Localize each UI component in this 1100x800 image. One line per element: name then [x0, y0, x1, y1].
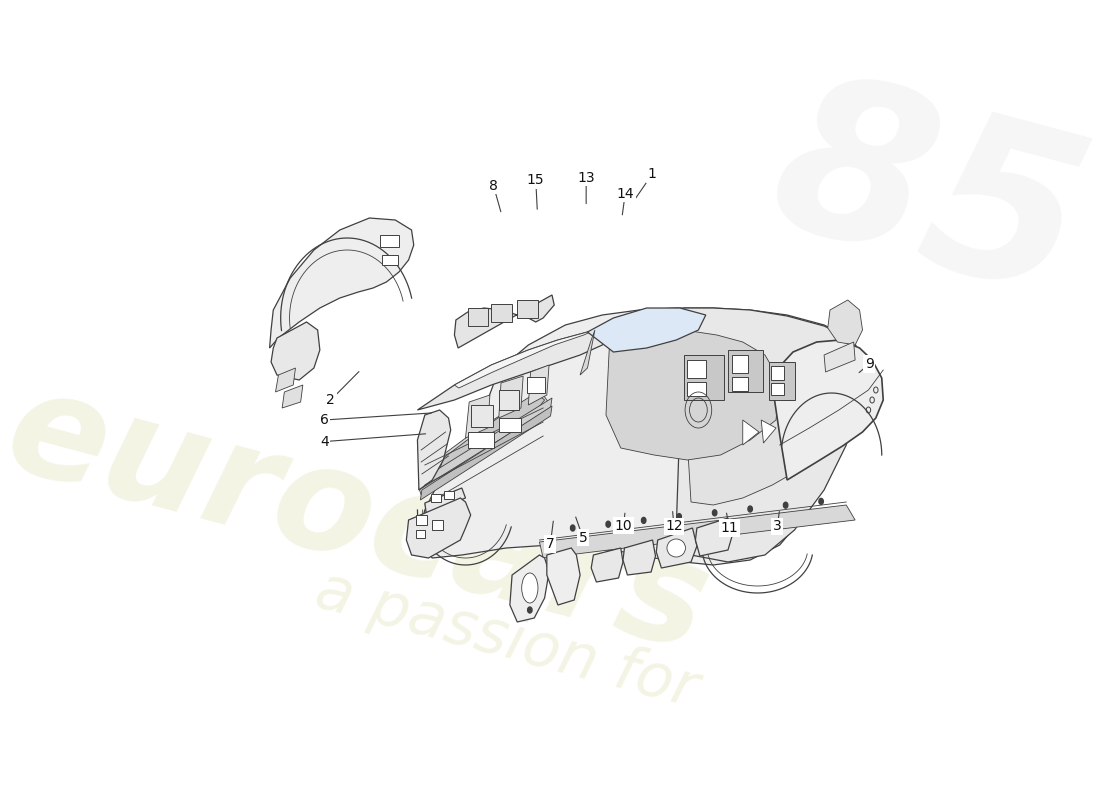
- Polygon shape: [425, 488, 465, 514]
- Bar: [416, 515, 427, 525]
- Polygon shape: [580, 330, 595, 375]
- Polygon shape: [773, 340, 883, 480]
- Bar: [432, 520, 443, 530]
- Polygon shape: [828, 300, 862, 345]
- Bar: [769, 362, 795, 400]
- Bar: [468, 432, 494, 448]
- Text: 85: 85: [750, 57, 1100, 343]
- Polygon shape: [528, 365, 549, 405]
- Ellipse shape: [521, 573, 538, 603]
- Polygon shape: [419, 395, 550, 495]
- Text: 2: 2: [327, 393, 336, 407]
- Text: eurocars: eurocars: [0, 359, 724, 681]
- Polygon shape: [417, 328, 617, 410]
- Circle shape: [641, 518, 646, 523]
- Polygon shape: [587, 308, 706, 352]
- Text: 7: 7: [546, 537, 554, 551]
- Polygon shape: [547, 548, 580, 605]
- Bar: [771, 366, 784, 380]
- Bar: [728, 350, 763, 392]
- Circle shape: [676, 514, 681, 520]
- Polygon shape: [539, 505, 855, 558]
- Text: 4: 4: [320, 434, 329, 449]
- Circle shape: [818, 498, 823, 504]
- Text: 10: 10: [615, 518, 632, 533]
- Polygon shape: [683, 360, 854, 505]
- Text: 11: 11: [720, 521, 738, 535]
- Circle shape: [571, 525, 575, 531]
- Bar: [468, 308, 488, 326]
- Text: a passion for: a passion for: [308, 561, 704, 719]
- Polygon shape: [275, 368, 296, 392]
- Polygon shape: [271, 322, 320, 380]
- Text: 8: 8: [490, 178, 498, 193]
- Polygon shape: [283, 385, 302, 408]
- Bar: [688, 382, 706, 396]
- Polygon shape: [406, 498, 471, 558]
- Polygon shape: [761, 420, 776, 443]
- Bar: [471, 405, 493, 427]
- Circle shape: [528, 607, 532, 613]
- Polygon shape: [824, 342, 855, 372]
- Polygon shape: [454, 325, 609, 388]
- Text: 15: 15: [527, 173, 544, 187]
- Circle shape: [606, 522, 610, 527]
- Text: 5: 5: [579, 530, 587, 545]
- Polygon shape: [676, 308, 861, 562]
- Bar: [683, 355, 724, 400]
- Circle shape: [713, 510, 717, 516]
- Text: 12: 12: [666, 519, 683, 534]
- Text: 13: 13: [578, 170, 595, 185]
- Bar: [381, 235, 399, 247]
- Polygon shape: [417, 308, 861, 565]
- Bar: [498, 418, 521, 432]
- Text: 3: 3: [773, 519, 782, 534]
- Polygon shape: [510, 555, 549, 622]
- Polygon shape: [419, 398, 552, 490]
- Text: 1: 1: [648, 167, 657, 182]
- Polygon shape: [695, 518, 733, 556]
- Polygon shape: [606, 330, 780, 460]
- Polygon shape: [465, 395, 490, 438]
- Bar: [688, 360, 706, 378]
- Bar: [498, 390, 519, 410]
- Polygon shape: [657, 528, 697, 568]
- Circle shape: [783, 502, 788, 508]
- Polygon shape: [742, 420, 759, 445]
- Polygon shape: [417, 410, 451, 490]
- Bar: [732, 377, 748, 391]
- Text: 9: 9: [865, 357, 873, 371]
- Circle shape: [748, 506, 752, 512]
- Polygon shape: [591, 548, 623, 582]
- Bar: [444, 491, 454, 499]
- Polygon shape: [623, 540, 656, 575]
- Polygon shape: [498, 376, 524, 418]
- Bar: [416, 530, 425, 538]
- Ellipse shape: [667, 539, 685, 557]
- Polygon shape: [270, 218, 414, 348]
- Polygon shape: [420, 406, 552, 500]
- Bar: [431, 494, 441, 502]
- Polygon shape: [454, 295, 554, 348]
- Bar: [382, 255, 398, 265]
- Bar: [732, 355, 748, 373]
- Bar: [517, 300, 538, 318]
- Bar: [492, 304, 513, 322]
- Polygon shape: [438, 393, 544, 480]
- Bar: [527, 377, 546, 393]
- Bar: [771, 383, 784, 395]
- Text: 6: 6: [320, 413, 329, 427]
- Text: 14: 14: [616, 186, 634, 201]
